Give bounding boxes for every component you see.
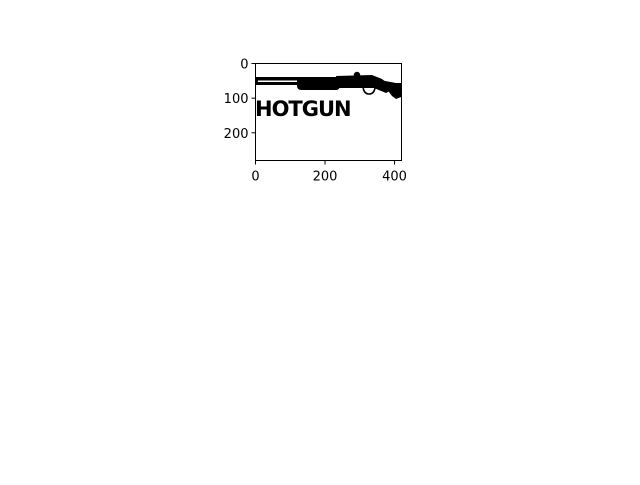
x-tick-label: 400 <box>382 170 407 185</box>
axes-frame <box>255 63 402 161</box>
shotgun-barrel-highlight <box>258 80 300 82</box>
shotgun-trigger-guard <box>362 86 376 95</box>
x-tick-label: 200 <box>313 170 338 185</box>
image-text-hotgun: HOTGUN <box>255 97 351 121</box>
shotgun-stock <box>380 80 401 99</box>
shotgun-sight <box>353 71 361 79</box>
y-tick-label: 100 <box>224 92 249 107</box>
image-layer: HOTGUN <box>255 71 401 121</box>
shotgun-pump <box>297 77 340 90</box>
y-tick-label: 200 <box>224 127 249 142</box>
x-tick-label: 0 <box>251 170 259 185</box>
x-axis-ticks: 0 200 400 <box>251 160 407 185</box>
shotgun-receiver <box>336 75 392 93</box>
y-tick-label: 0 <box>240 58 248 73</box>
y-axis-ticks: 0 100 200 <box>224 58 256 142</box>
